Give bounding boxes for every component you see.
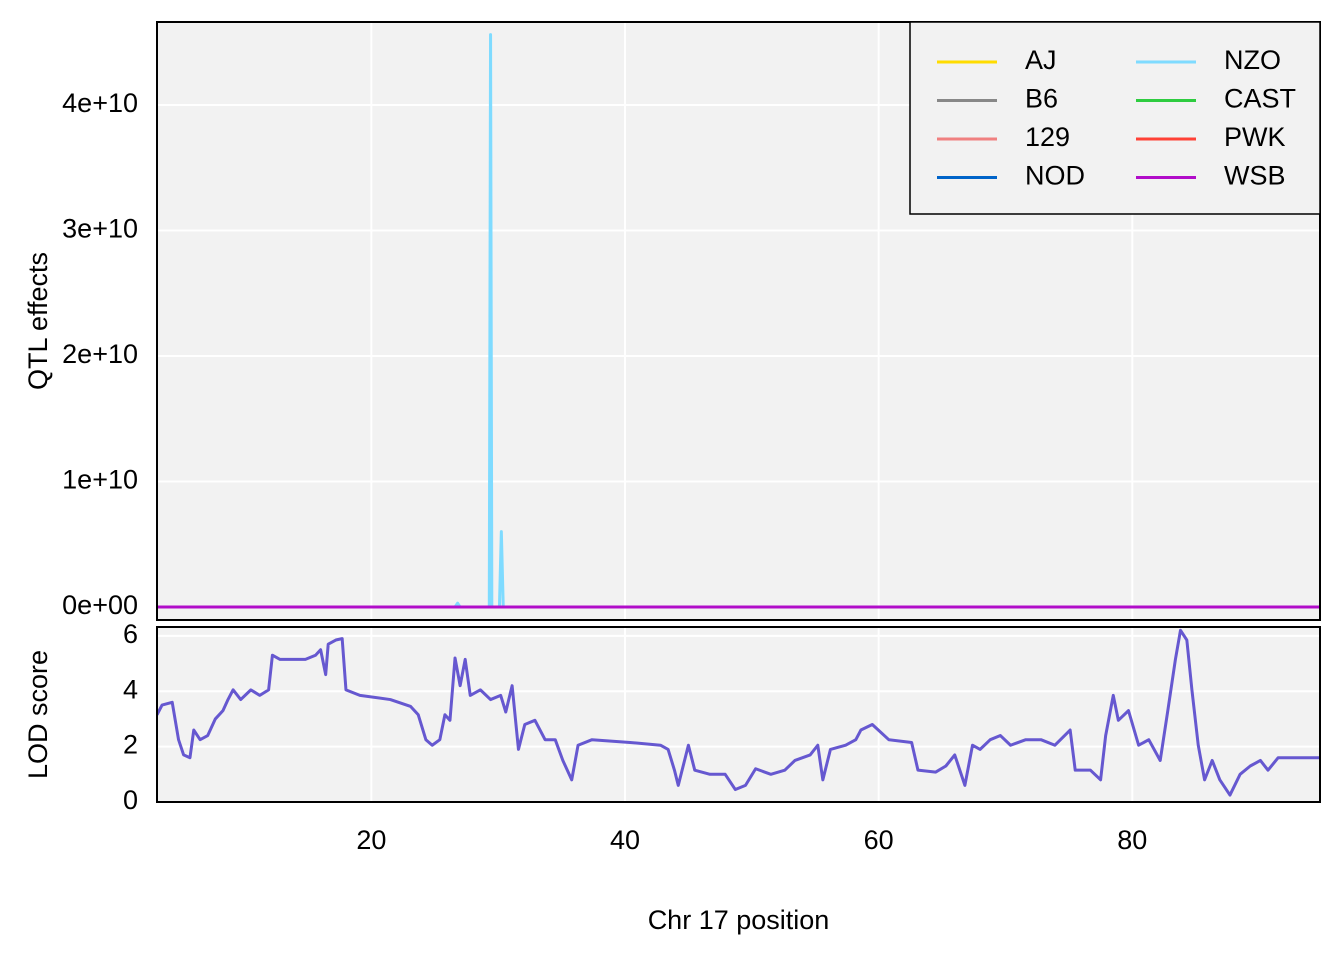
data-line: [157, 33, 1320, 609]
y-tick-label: 4: [123, 674, 138, 704]
legend-label: 129: [1025, 122, 1070, 152]
legend-label: NOD: [1025, 161, 1085, 191]
legend-label: NZO: [1224, 45, 1281, 75]
y-axis-label: LOD score: [23, 650, 53, 779]
plot-lines: [157, 628, 1320, 797]
x-tick-label: 60: [864, 825, 894, 855]
legend-label: B6: [1025, 84, 1058, 114]
data-line: [157, 628, 1320, 797]
x-tick-label: 40: [610, 825, 640, 855]
y-tick-label: 2e+10: [62, 339, 138, 369]
legend-box: [909, 21, 1321, 215]
y-tick-label: 1e+10: [62, 465, 138, 495]
x-tick-label: 80: [1117, 825, 1147, 855]
panel-border: [156, 21, 1321, 621]
legend-label: CAST: [1224, 84, 1296, 114]
plot-lines: [157, 33, 1320, 609]
panel-background: [157, 627, 1320, 802]
x-tick-label: 20: [356, 825, 386, 855]
y-tick-label: 2: [123, 730, 138, 760]
y-tick-label: 6: [123, 619, 138, 649]
y-tick-label: 3e+10: [62, 214, 138, 244]
y-tick-label: 0e+00: [62, 590, 138, 620]
y-tick-label: 0: [123, 785, 138, 815]
y-tick-label: 4e+10: [62, 88, 138, 118]
legend-label: AJ: [1025, 45, 1057, 75]
legend-label: PWK: [1224, 122, 1286, 152]
x-axis-label: Chr 17 position: [648, 905, 830, 935]
legend-label: WSB: [1224, 161, 1286, 191]
panel-border: [156, 626, 1321, 803]
y-axis-label: QTL effects: [23, 252, 53, 390]
